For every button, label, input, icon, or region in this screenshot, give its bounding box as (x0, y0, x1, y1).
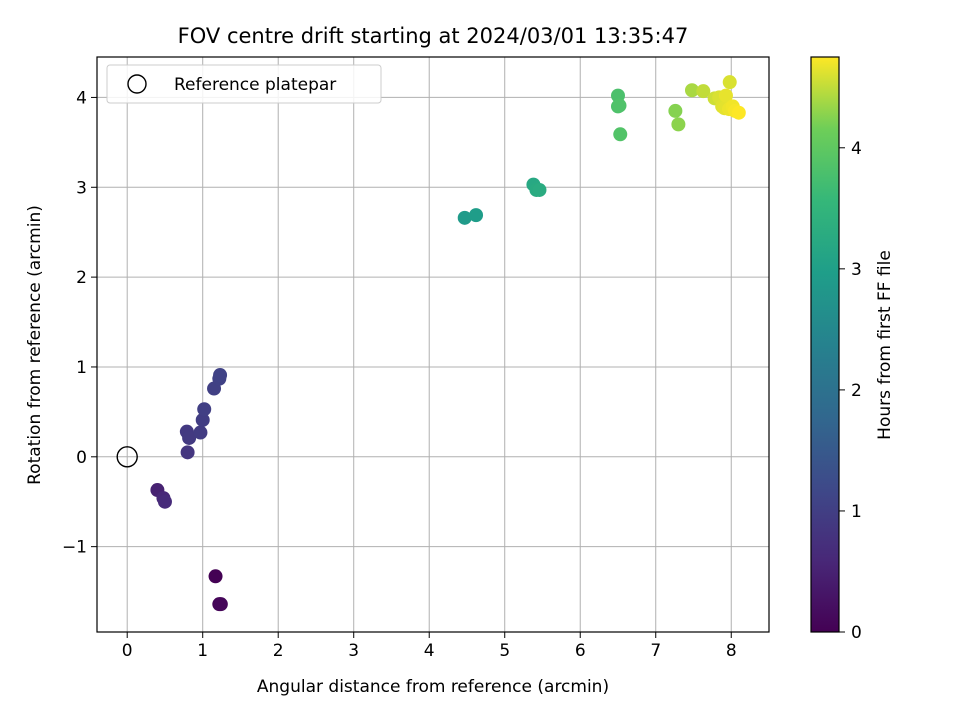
x-tick-label: 2 (273, 641, 284, 661)
colorbar-label: Hours from first FF file (875, 250, 895, 440)
data-point (684, 83, 699, 98)
data-point (718, 88, 733, 103)
data-point (213, 597, 228, 612)
x-axis-label: Angular distance from reference (arcmin) (257, 677, 609, 697)
x-tick-label: 1 (197, 641, 208, 661)
data-point (180, 445, 195, 460)
data-point (532, 182, 547, 197)
colorbar-tick-label: 4 (851, 139, 862, 159)
colorbar: 0 1 2 3 4 Hours from first FF file (810, 56, 895, 643)
chart-title: FOV centre drift starting at 2024/03/01 … (178, 24, 689, 48)
data-point (457, 210, 472, 225)
data-point (731, 105, 746, 120)
data-point (722, 75, 737, 90)
data-point (193, 425, 208, 440)
data-point (613, 127, 628, 142)
y-axis-label: Rotation from reference (arcmin) (25, 205, 45, 485)
colorbar-frame (810, 56, 840, 633)
reference-platepar-marker (116, 446, 138, 468)
data-point (469, 208, 484, 223)
x-tick-label: 0 (122, 641, 133, 661)
colorbar-ticks: 0 1 2 3 4 (839, 139, 862, 643)
y-axis-ticks: −1 0 1 2 3 4 (62, 88, 97, 558)
colorbar-gradient (811, 57, 839, 632)
data-point (671, 117, 686, 132)
y-tick-label: 2 (76, 268, 87, 288)
x-tick-label: 8 (726, 641, 737, 661)
grid-lines (97, 57, 769, 632)
y-tick-label: 0 (76, 448, 87, 468)
legend-box (106, 64, 382, 104)
x-tick-label: 4 (424, 641, 435, 661)
data-point (208, 569, 223, 584)
legend: Reference platepar (106, 64, 382, 104)
x-tick-label: 6 (575, 641, 586, 661)
plot-frame (96, 56, 770, 633)
y-tick-label: −1 (62, 538, 87, 558)
y-tick-label: 4 (76, 88, 87, 108)
legend-entry-label: Reference platepar (174, 75, 336, 95)
data-point (213, 368, 228, 383)
x-tick-label: 5 (499, 641, 510, 661)
data-point (182, 430, 197, 445)
data-point (668, 103, 683, 118)
y-tick-label: 3 (76, 178, 87, 198)
reference-marker-layer (116, 446, 138, 468)
data-points (150, 75, 746, 612)
data-point (197, 402, 212, 417)
colorbar-tick-label: 1 (851, 502, 862, 522)
y-tick-label: 1 (76, 358, 87, 378)
data-point (195, 412, 210, 427)
x-tick-label: 3 (348, 641, 359, 661)
data-point (612, 98, 627, 113)
data-point (157, 494, 172, 509)
data-point (696, 84, 711, 99)
colorbar-tick-label: 2 (851, 381, 862, 401)
colorbar-tick-label: 3 (851, 260, 862, 280)
colorbar-tick-label: 0 (851, 623, 862, 643)
x-tick-label: 7 (650, 641, 661, 661)
legend-marker (127, 74, 147, 94)
x-axis-ticks: 0 1 2 3 4 5 6 7 8 (122, 632, 737, 661)
